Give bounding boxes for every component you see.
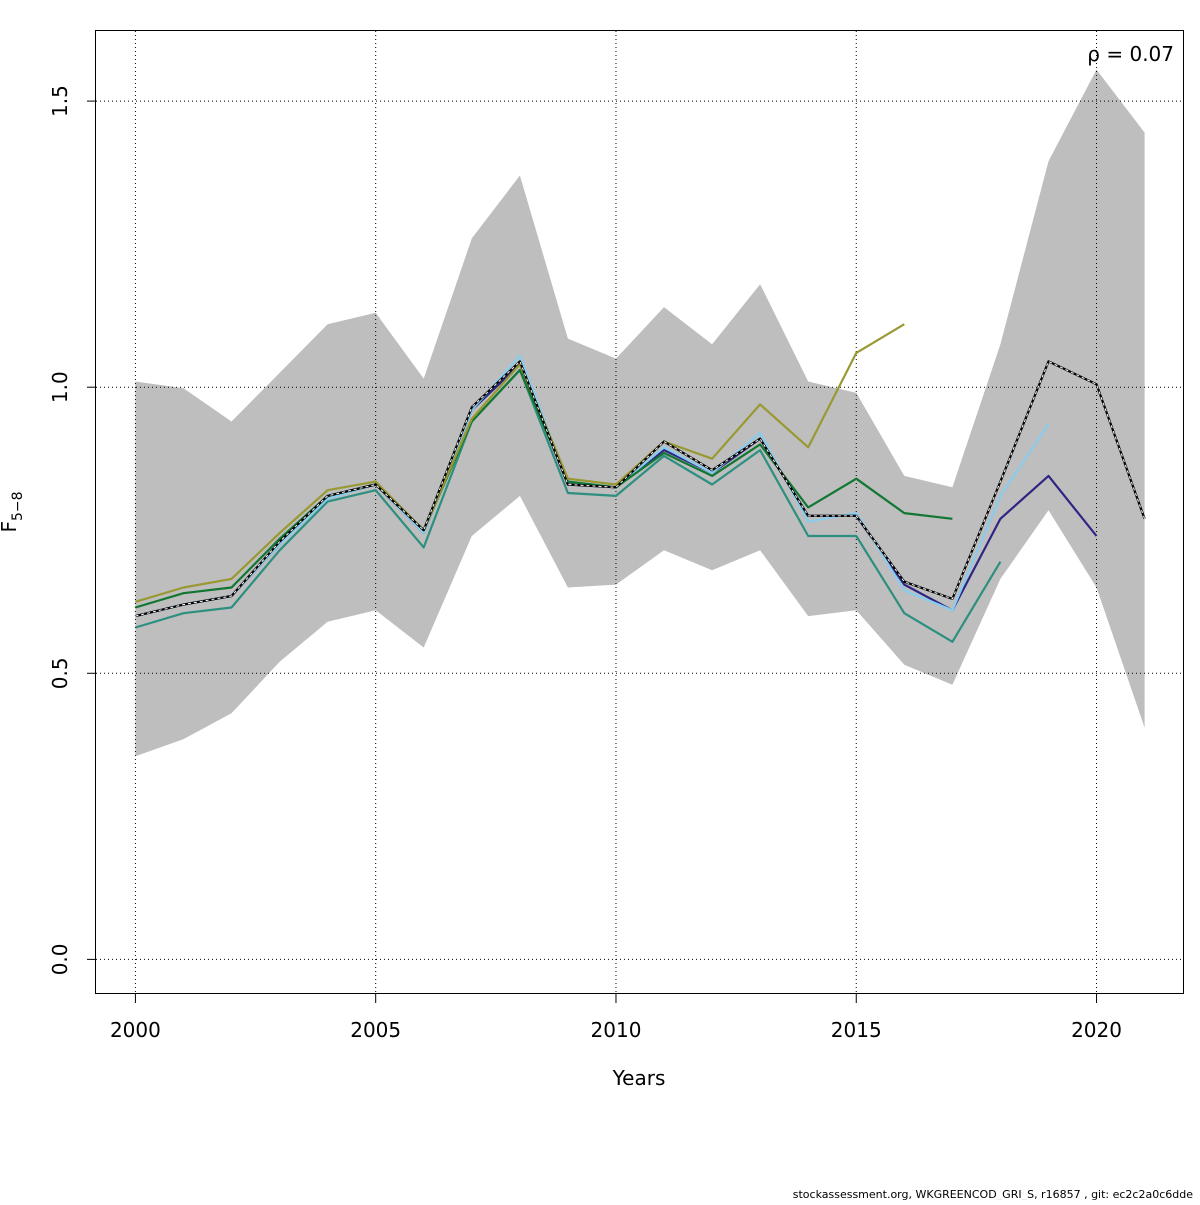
x-tick-label: 2015	[831, 1018, 882, 1042]
x-tick-label: 2000	[110, 1018, 161, 1042]
y-tick-label: 0.0	[48, 943, 72, 975]
plot-frame	[95, 30, 1184, 994]
series-line-6-dash	[135, 360, 1146, 617]
y-axis-title-main: F	[0, 521, 21, 533]
axis-layer: 2000 2005 2010 2015 2020 0.0 0.5 1.0 1.5	[48, 85, 1122, 1042]
y-axis-title-subscript: 5−8	[10, 491, 26, 521]
series-layer	[135, 323, 1146, 643]
grid-layer	[96, 31, 1184, 994]
x-tick-label: 2005	[350, 1018, 401, 1042]
rho-annotation: ρ = 0.07	[1087, 42, 1174, 66]
x-tick-label: 2020	[1071, 1018, 1122, 1042]
footer-text: stockassessment.org, WKGREENCOD_GRI_S, r…	[793, 1188, 1193, 1200]
x-axis-title: Years	[612, 1066, 666, 1090]
confidence-band	[135, 69, 1145, 757]
y-tick-label: 1.0	[48, 371, 72, 403]
series-line-1	[135, 368, 1002, 643]
y-tick-label: 0.5	[48, 657, 72, 689]
y-tick-label: 1.5	[48, 85, 72, 117]
svg-text:F5−8: F5−8	[0, 491, 26, 532]
x-tick-label: 2010	[591, 1018, 642, 1042]
y-axis-title: F5−8	[0, 491, 26, 532]
confidence-band-layer	[135, 69, 1145, 757]
